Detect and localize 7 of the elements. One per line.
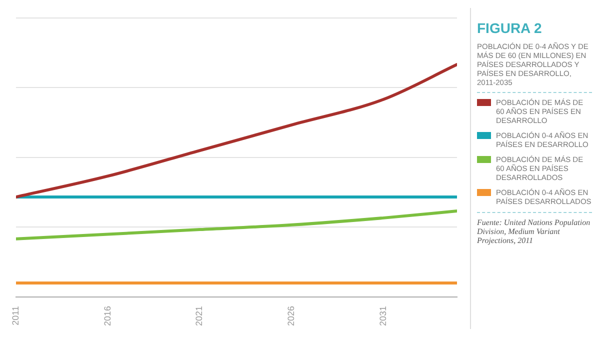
x-tick-label: 2021	[194, 306, 204, 326]
x-tick-label: 2031	[378, 306, 388, 326]
text: FIGURA 2	[477, 20, 543, 36]
source-note: Fuente: United Nations Population Division, Medium Variant Projections, 2011	[477, 218, 592, 245]
x-tick-label: 2026	[286, 306, 296, 326]
x-tick-label: 2011	[10, 306, 20, 326]
x-tick-label: 2016	[102, 306, 112, 326]
